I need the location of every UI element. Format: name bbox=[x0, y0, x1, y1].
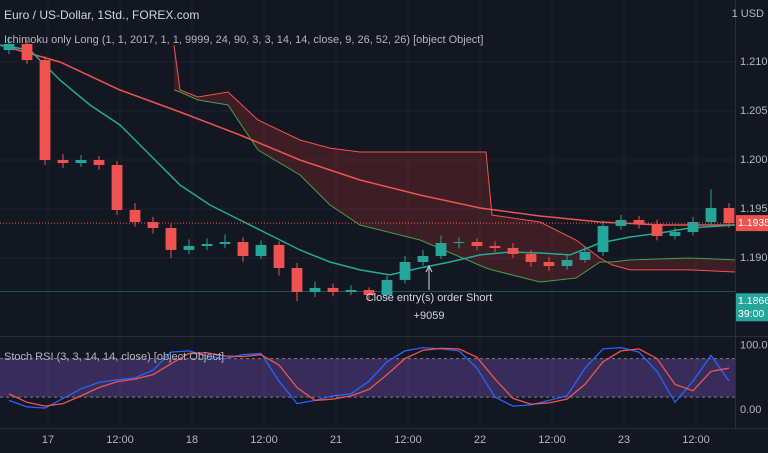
candle-body bbox=[723, 208, 735, 224]
candle-body bbox=[21, 43, 33, 61]
y-tick-label: 1.19500 bbox=[740, 203, 768, 215]
candle-body bbox=[579, 252, 591, 260]
x-tick-label: 12:00 bbox=[682, 434, 710, 446]
candle-body bbox=[417, 256, 429, 263]
last-price-box bbox=[736, 215, 768, 232]
y-tick-label: 1.20000 bbox=[740, 154, 768, 166]
annotation-profit: +9059 bbox=[414, 310, 445, 322]
cloud-fill bbox=[174, 45, 735, 282]
x-tick-label: 18 bbox=[186, 434, 198, 446]
x-tick-label: 12:00 bbox=[394, 434, 422, 446]
candle-body bbox=[561, 259, 573, 267]
candle-body bbox=[255, 244, 267, 257]
candle-body bbox=[3, 43, 15, 51]
candle-body bbox=[705, 208, 717, 223]
x-tick-label: 22 bbox=[474, 434, 486, 446]
plot-area bbox=[0, 36, 736, 409]
cloud-line bbox=[173, 45, 736, 273]
candle-body bbox=[687, 222, 699, 233]
candle-body bbox=[453, 242, 465, 244]
candle-body bbox=[399, 262, 411, 280]
candle-body bbox=[111, 165, 123, 210]
candle-body bbox=[543, 262, 555, 267]
candle-body bbox=[219, 242, 231, 244]
y-tick-label: 1.20500 bbox=[740, 105, 768, 117]
candle-body bbox=[381, 279, 393, 296]
annotation-text: Close entry(s) order Short bbox=[366, 292, 493, 304]
candle-body bbox=[75, 160, 87, 164]
rsi-line bbox=[8, 347, 730, 407]
candle-body bbox=[309, 287, 321, 292]
y-tick-label: 1.19000 bbox=[740, 252, 768, 264]
countdown-label: 39:00 bbox=[738, 308, 764, 320]
x-tick-label: 23 bbox=[618, 434, 630, 446]
candle-body bbox=[201, 243, 213, 247]
candle-body bbox=[507, 247, 519, 254]
y-tick-label: 0.00 bbox=[740, 404, 761, 416]
annotation-arrowhead bbox=[425, 264, 433, 273]
candle-body bbox=[345, 290, 357, 292]
rsi-title: Stoch RSI (3, 3, 14, 14, close) [object … bbox=[4, 351, 224, 363]
candle-body bbox=[633, 219, 645, 224]
candle-body bbox=[147, 222, 159, 229]
position-box bbox=[736, 293, 768, 322]
candle-body bbox=[183, 246, 195, 250]
cloud-line bbox=[173, 89, 736, 283]
indicator-line bbox=[0, 44, 735, 226]
candle-body bbox=[525, 253, 537, 263]
candle-body bbox=[129, 209, 141, 223]
indicator-label: Ichimoku only Long (1, 1, 2017, 1, 1, 99… bbox=[4, 34, 483, 46]
chart-title: Euro / US-Dollar, 1Std., FOREX.com bbox=[4, 8, 199, 22]
candle-body bbox=[471, 242, 483, 247]
candle-body bbox=[435, 242, 447, 257]
candle-body bbox=[237, 242, 249, 257]
candle-body bbox=[93, 160, 105, 166]
y-tick-label: 100.00 bbox=[740, 340, 768, 352]
currency-label: 1 USD bbox=[732, 8, 764, 20]
grid bbox=[0, 0, 735, 428]
last-price-label: 1.19356 bbox=[738, 217, 768, 229]
rsi-line bbox=[8, 346, 730, 409]
y-tick-label: 1.21000 bbox=[740, 56, 768, 68]
rsi-band bbox=[0, 358, 735, 398]
candle-body bbox=[273, 244, 285, 268]
x-tick-label: 17 bbox=[42, 434, 54, 446]
x-tick-label: 12:00 bbox=[250, 434, 278, 446]
candle-body bbox=[651, 223, 663, 237]
candle-body bbox=[597, 225, 609, 253]
x-tick-label: 12:00 bbox=[538, 434, 566, 446]
x-tick-label: 12:00 bbox=[106, 434, 134, 446]
candle-body bbox=[57, 160, 69, 164]
candle-body bbox=[489, 246, 501, 248]
x-tick-label: 21 bbox=[330, 434, 342, 446]
candle-body bbox=[363, 290, 375, 296]
candle-body bbox=[39, 60, 51, 161]
candle-body bbox=[327, 287, 339, 292]
candle-body bbox=[165, 228, 177, 250]
position-label: 1.18660 bbox=[738, 295, 768, 307]
candle-body bbox=[291, 267, 303, 292]
candle-body bbox=[669, 232, 681, 237]
